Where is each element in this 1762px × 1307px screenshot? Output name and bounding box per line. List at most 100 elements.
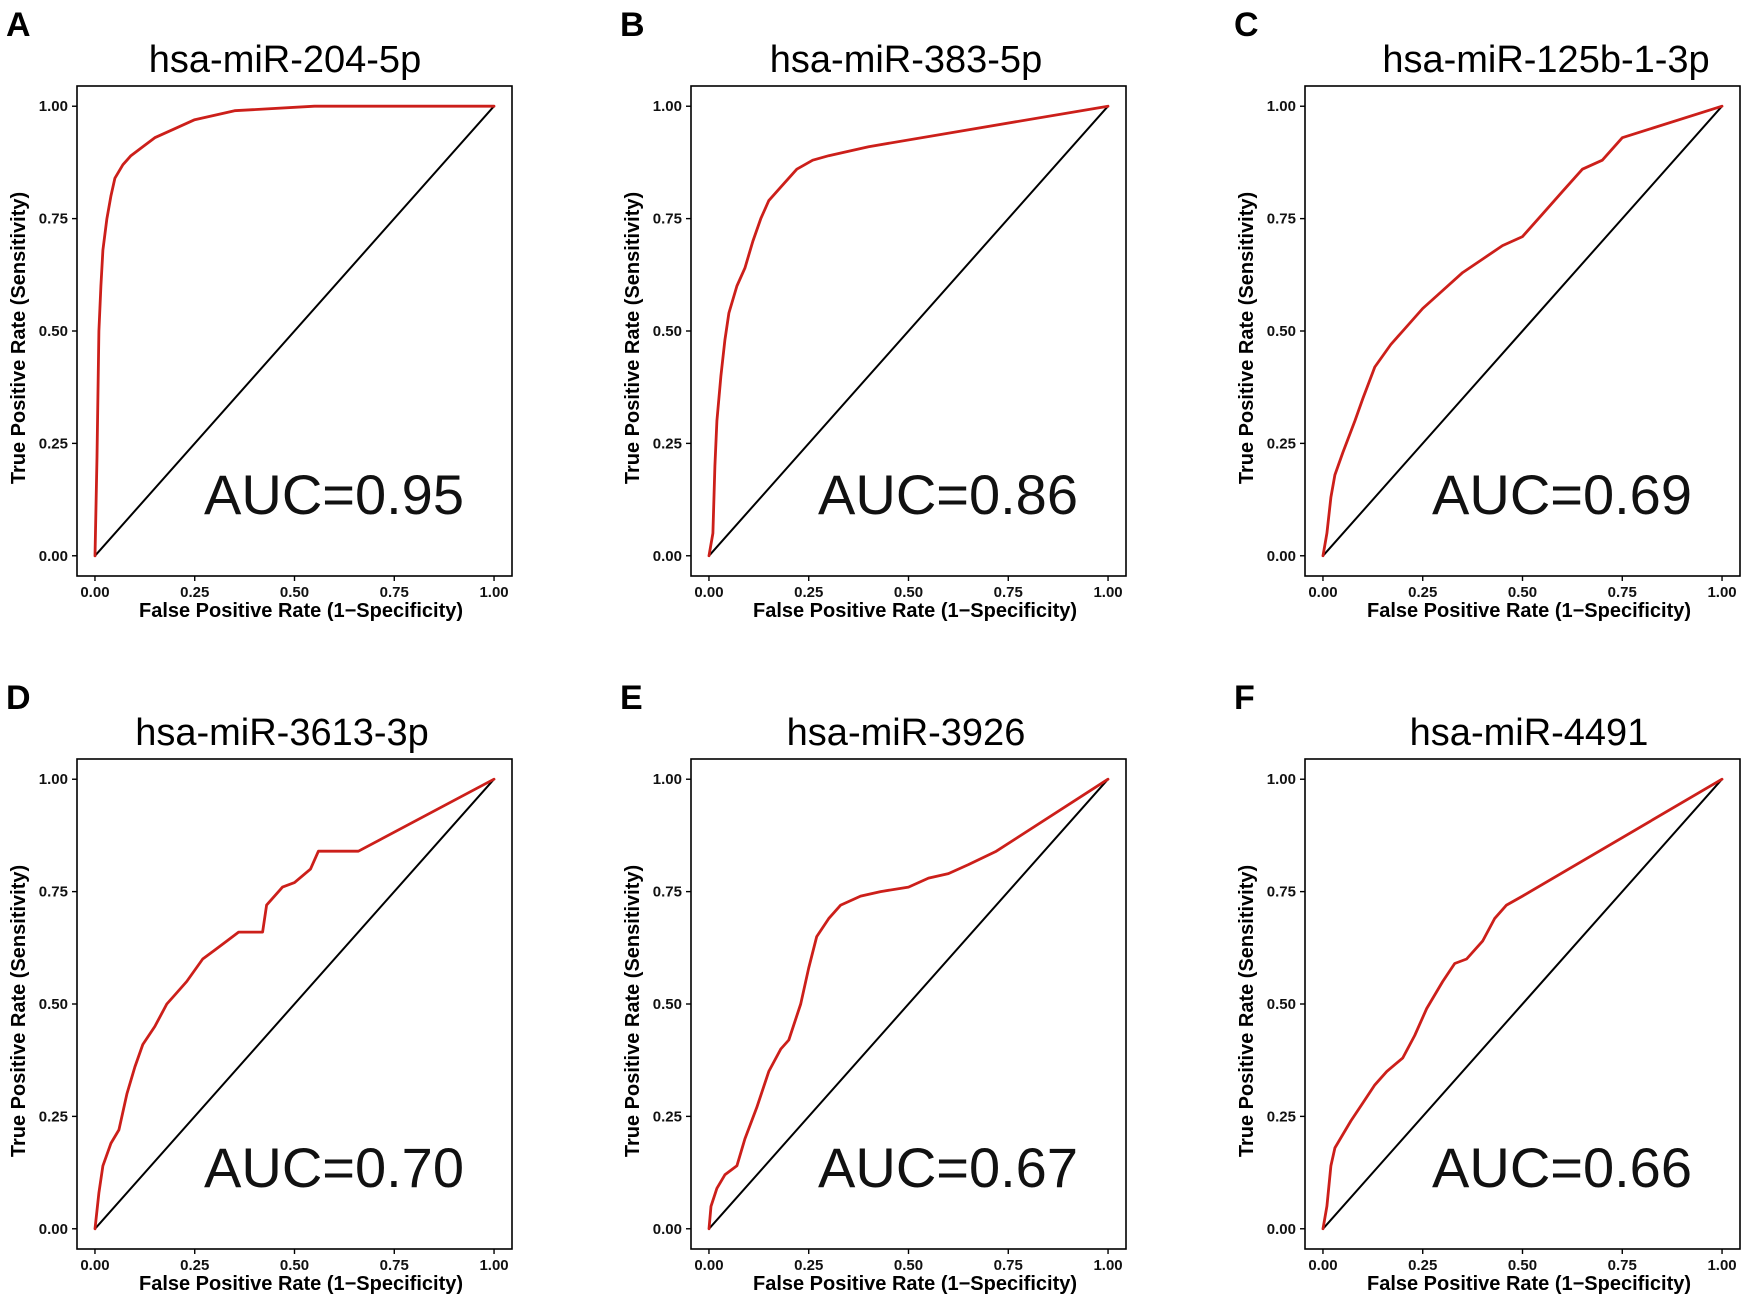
plot-title: hsa-miR-383-5p: [770, 39, 1042, 81]
y-tick-label: 0.75: [1267, 884, 1296, 901]
reference-diagonal: [708, 105, 1109, 557]
x-tick-label: 0.50: [1508, 1257, 1537, 1274]
plot-title: hsa-miR-4491: [1410, 712, 1649, 754]
x-axis-title: False Positive Rate (1−Specificity): [753, 600, 1077, 622]
reference-diagonal: [94, 105, 495, 557]
y-tick-label: 0.75: [653, 211, 682, 228]
y-axis-title: True Positive Rate (Sensitivity): [8, 865, 30, 1157]
panel-a: A hsa-miR-204-5p 0.000.250.500.751.000.0…: [6, 6, 513, 622]
x-tick-label: 1.00: [1707, 1257, 1736, 1274]
plot-area: 0.00 0.25 0.50 0.75 1.00 0.00 0.25 0.50 0.75 1.00: [1267, 758, 1741, 1274]
y-tick-label: 0.50: [653, 996, 682, 1013]
roc-curve: [93, 777, 496, 1231]
y-tick-label: 0.00: [653, 1221, 682, 1238]
y-axis-title: True Positive Rate (Sensitivity): [622, 192, 644, 484]
y-tick-label: 0.25: [653, 1108, 682, 1125]
x-tick-label: 0.25: [180, 1257, 209, 1274]
auc-annotation: AUC=0.66: [1432, 1136, 1692, 1199]
panel-d: D hsa-miR-3613-3p 0.000.250.500.751.000.…: [6, 679, 513, 1295]
y-tick-label: 0.00: [653, 548, 682, 565]
x-tick-label: 1.00: [479, 584, 508, 601]
y-tick-label: 0.25: [1267, 1108, 1296, 1125]
panel-e: E hsa-miR-3926 0.000.250.500.751.000.00 0…: [620, 679, 1127, 1295]
plot-area: 0.00 0.25 0.50 0.75 1.00 0.00 0.25 0.50 0.75 1.00: [39, 85, 513, 601]
panel-b: B hsa-miR-383-5p 0.00 0.25 0.50 0.75 1.00 0.0…: [620, 6, 1127, 622]
auc-annotation: AUC=0.67: [818, 1136, 1078, 1199]
x-axis-title: False Positive Rate (1−Specificity): [1367, 1273, 1691, 1295]
x-tick-label: 0.50: [894, 1257, 923, 1274]
y-tick-label: 0.50: [1267, 323, 1296, 340]
y-tick-label: 0.00: [39, 548, 68, 565]
y-tick-label: 1.00: [39, 771, 68, 788]
x-tick-label: 0.25: [794, 1257, 823, 1274]
panel-letter: F: [1234, 679, 1255, 717]
panel-f: F hsa-miR-4491 0.00 0.25 0.50 0.75 1.00 0.00 0…: [1234, 679, 1741, 1295]
plot-area: 0.00 0.25 0.50 0.75 1.00 0.00 0.25 0.50 0.75 1.00: [653, 85, 1127, 601]
x-tick-label: 0.00: [1308, 584, 1337, 601]
x-axis-title: False Positive Rate (1−Specificity): [139, 600, 463, 622]
x-axis-title: False Positive Rate (1−Specificity): [1367, 600, 1691, 622]
roc-curve: [1321, 777, 1724, 1231]
x-tick-label: 0.75: [1608, 584, 1637, 601]
auc-annotation: AUC=0.86: [818, 463, 1078, 526]
y-tick-label: 0.75: [653, 884, 682, 901]
auc-annotation: AUC=0.95: [204, 463, 464, 526]
y-tick-label: 0.00: [39, 1221, 68, 1238]
y-tick-label: 1.00: [39, 98, 68, 115]
y-tick-label: 0.50: [39, 323, 68, 340]
y-tick-label: 0.00: [1267, 1221, 1296, 1238]
x-tick-label: 1.00: [1093, 1257, 1122, 1274]
x-tick-label: 1.00: [1707, 584, 1736, 601]
y-axis-title: True Positive Rate (Sensitivity): [1236, 865, 1258, 1157]
x-tick-label: 0.25: [1408, 1257, 1437, 1274]
x-tick-label: 0.25: [794, 584, 823, 601]
plot-area: 0.00 0.25 0.50 0.75 1.00 0.00 0.25 0.50 0.75 1.00: [653, 758, 1127, 1274]
y-tick-label: 0.25: [1267, 435, 1296, 452]
x-tick-label: 0.00: [694, 1257, 723, 1274]
roc-curve: [707, 777, 1110, 1231]
x-tick-label: 0.00: [694, 584, 723, 601]
plot-area: 0.00 0.25 0.50 0.75 1.00 0.00 0.25 0.50 0.75 1.00: [39, 758, 513, 1274]
y-tick-label: 1.00: [1267, 98, 1296, 115]
y-tick-label: 0.75: [39, 211, 68, 228]
reference-diagonal: [1322, 778, 1723, 1230]
auc-annotation: AUC=0.69: [1432, 463, 1692, 526]
y-tick-label: 0.25: [39, 1108, 68, 1125]
x-tick-label: 0.75: [380, 1257, 409, 1274]
x-axis-title: False Positive Rate (1−Specificity): [139, 1273, 463, 1295]
x-tick-label: 0.00: [80, 584, 109, 601]
y-tick-label: 0.50: [39, 996, 68, 1013]
x-tick-label: 0.25: [1408, 584, 1437, 601]
roc-curve: [707, 104, 1110, 558]
x-tick-label: 0.25: [180, 584, 209, 601]
x-tick-label: 0.75: [994, 584, 1023, 601]
y-axis-title: True Positive Rate (Sensitivity): [8, 192, 30, 484]
y-tick-label: 1.00: [653, 771, 682, 788]
x-tick-label: 1.00: [479, 1257, 508, 1274]
plot-title: hsa-miR-125b-1-3p: [1382, 39, 1709, 81]
plot-title: hsa-miR-3613-3p: [135, 712, 429, 754]
panel-letter: B: [620, 6, 645, 44]
plot-title: hsa-miR-3926: [787, 712, 1026, 754]
y-tick-label: 0.75: [39, 884, 68, 901]
y-tick-label: 1.00: [1267, 771, 1296, 788]
roc-curve: [1321, 104, 1724, 558]
panel-letter: C: [1234, 6, 1259, 44]
y-tick-label: 0.25: [653, 435, 682, 452]
x-tick-label: 0.75: [994, 1257, 1023, 1274]
panel-letter: E: [620, 679, 643, 717]
y-tick-label: 0.50: [653, 323, 682, 340]
roc-curve: [93, 104, 496, 558]
reference-diagonal: [94, 778, 495, 1230]
x-tick-label: 0.00: [1308, 1257, 1337, 1274]
panel-letter: A: [6, 6, 31, 44]
y-axis-title: True Positive Rate (Sensitivity): [622, 865, 644, 1157]
x-tick-label: 1.00: [1093, 584, 1122, 601]
x-tick-label: 0.50: [280, 584, 309, 601]
x-tick-label: 0.50: [894, 584, 923, 601]
x-tick-label: 0.75: [1608, 1257, 1637, 1274]
reference-diagonal: [1322, 105, 1723, 557]
auc-annotation: AUC=0.70: [204, 1136, 464, 1199]
plot-area: 0.00 0.25 0.50 0.75 1.00 0.00 0.25 0.50 0.75 1.00: [1267, 85, 1741, 601]
